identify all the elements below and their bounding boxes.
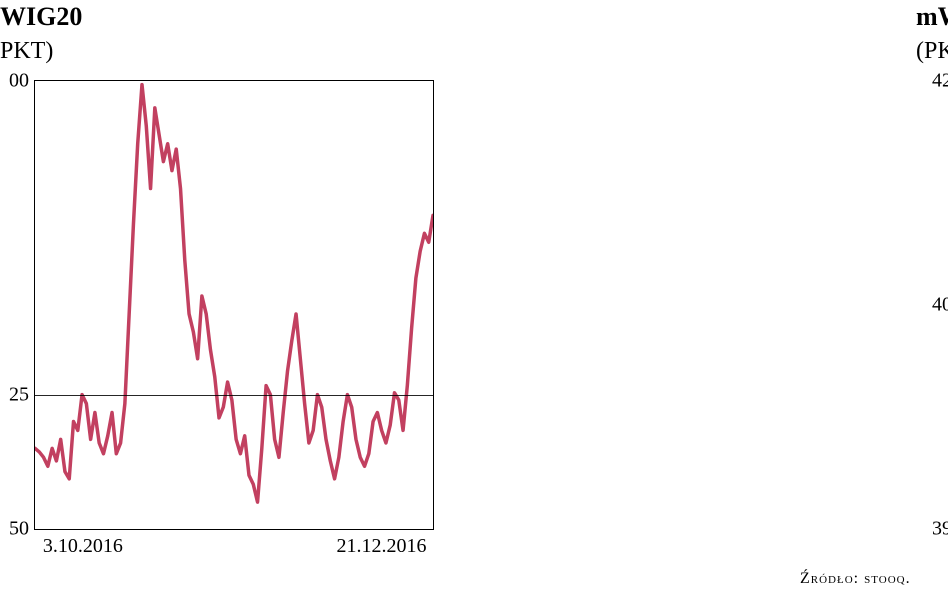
- chart-area-wig20: 5025003.10.201621.12.2016: [34, 80, 434, 530]
- price-line: [35, 85, 433, 503]
- chart-title-wig20: WIG20: [0, 2, 82, 32]
- ytick-label: 4075: [932, 294, 948, 317]
- chart-pair-container: WIG20 PKT) 5025003.10.201621.12.2016 mWI…: [0, 0, 948, 593]
- ytick-label: 50: [9, 518, 35, 541]
- chart-unit-wig20: PKT): [0, 38, 53, 65]
- ytick-label: 3900: [932, 518, 948, 541]
- chart-unit-mwig40: (PKT): [916, 38, 948, 65]
- source-attribution: Źródło: stooq.: [800, 570, 911, 588]
- gridline: [35, 395, 433, 396]
- xtick-label: 3.10.2016: [43, 529, 123, 558]
- ytick-label: 4250: [932, 70, 948, 93]
- chart-title-mwig40: mWIG40: [916, 2, 948, 32]
- ytick-label: 25: [9, 383, 35, 406]
- ytick-label: 00: [9, 70, 35, 93]
- xtick-label: 21.12.2016: [336, 529, 426, 558]
- series-line-wig20: [35, 81, 433, 529]
